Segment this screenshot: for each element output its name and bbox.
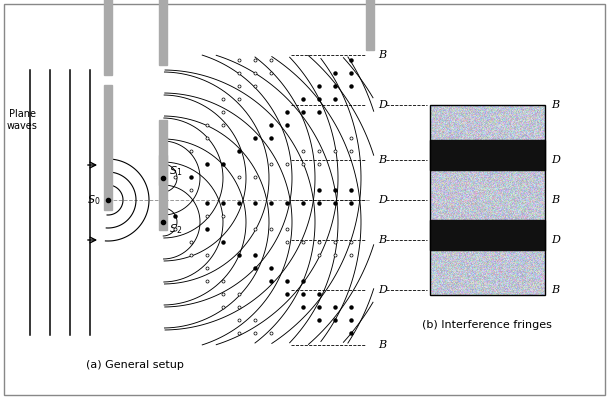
Bar (430, 220, 545, 250)
Bar (159, 155, 167, 185)
Text: Plane
waves: Plane waves (7, 109, 37, 131)
Bar (159, 0, 167, 65)
Text: B: B (378, 50, 386, 60)
Text: $S_2$: $S_2$ (169, 222, 182, 236)
Text: $S_0$: $S_0$ (86, 193, 100, 207)
Text: D: D (551, 235, 560, 245)
Bar (159, 120, 167, 230)
Text: B: B (551, 100, 559, 110)
Bar (104, 0, 112, 75)
Text: (a) General setup: (a) General setup (86, 360, 184, 370)
Bar (430, 140, 545, 170)
Bar (430, 105, 545, 295)
Text: D: D (551, 155, 560, 165)
Bar (104, 85, 112, 210)
Text: D: D (378, 100, 387, 110)
Text: B: B (378, 235, 386, 245)
Text: B: B (551, 285, 559, 295)
Text: D: D (378, 195, 387, 205)
Text: B: B (551, 195, 559, 205)
Bar (366, 0, 374, 50)
Text: (b) Interference fringes: (b) Interference fringes (422, 320, 552, 330)
Text: B: B (378, 155, 386, 165)
Text: $S_1$: $S_1$ (169, 164, 182, 178)
Text: D: D (378, 285, 387, 295)
Text: B: B (378, 340, 386, 350)
